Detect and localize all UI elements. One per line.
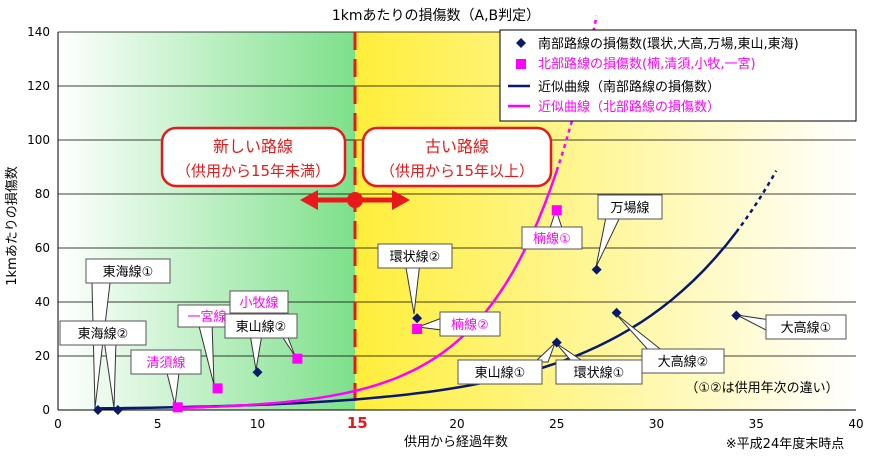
x-axis-ticks: 0 5 10 15 20 25 30 35 40 xyxy=(54,414,863,432)
trend-curve-south-extension xyxy=(735,170,778,233)
label-kusunoki2: 楠線② xyxy=(451,317,489,333)
north-data-point xyxy=(172,402,183,413)
threshold-arrow xyxy=(300,190,410,210)
y-tick-label: 0 xyxy=(42,403,50,417)
y-tick-label: 20 xyxy=(35,349,50,363)
x-tick-label: 5 xyxy=(154,417,162,431)
x-tick-label: 35 xyxy=(749,417,764,431)
label-odaka2: 大高線② xyxy=(658,354,709,370)
legend-north-marker xyxy=(516,59,526,69)
data-markers xyxy=(92,205,742,415)
label-kanjo2: 環状線② xyxy=(390,249,441,265)
label-higashiyama1: 東山線① xyxy=(475,365,526,381)
x-tick-label: 25 xyxy=(549,417,564,431)
legend-south-curve: 近似曲線（南部路線の損傷数） xyxy=(538,79,720,95)
south-data-point xyxy=(551,337,562,348)
y-axis-ticks: 0 20 40 60 80 100 120 140 xyxy=(27,25,50,417)
y-tick-label: 40 xyxy=(35,295,50,309)
label-kiyosu: 清須線 xyxy=(146,355,185,371)
legend: 南部路線の損傷数(環状,大高,万場,東山,東海) 北部路線の損傷数(楠,清須,小… xyxy=(499,29,857,122)
footnote: ※平成24年度末時点 xyxy=(726,436,844,452)
south-data-point xyxy=(252,367,263,378)
y-tick-label: 140 xyxy=(27,25,50,39)
x-axis-label: 供用から経過年数 xyxy=(404,435,508,450)
label-manba: 万場線 xyxy=(610,200,649,216)
legend-south-marker xyxy=(516,38,526,48)
label-odaka1: 大高線① xyxy=(781,320,832,336)
callout-old-lines: 古い路線 （供用から15年以上） xyxy=(361,126,553,188)
trend-curve-north xyxy=(177,170,558,410)
y-tick-label: 60 xyxy=(35,241,50,255)
south-data-point xyxy=(591,264,602,275)
x-tick-label: 10 xyxy=(250,417,265,431)
y-tick-label: 120 xyxy=(27,79,50,93)
label-tokai2: 東海線② xyxy=(78,326,129,342)
label-kanjo1: 環状線① xyxy=(574,365,625,381)
north-data-point xyxy=(212,383,223,394)
south-data-point xyxy=(112,405,123,415)
north-data-point xyxy=(551,205,562,216)
north-data-point xyxy=(292,353,303,364)
label-kusunoki1: 楠線① xyxy=(533,231,571,247)
x-tick-label: 40 xyxy=(848,417,863,431)
threshold-marker xyxy=(347,192,363,208)
label-higashiyama2: 東山線② xyxy=(236,319,287,335)
label-ichinomiya: 一宮線 xyxy=(187,309,226,325)
y-tick-label: 80 xyxy=(35,187,50,201)
x-tick-label: 15 xyxy=(347,414,368,432)
callout-old-line2: （供用から15年以上） xyxy=(380,162,534,180)
x-tick-label: 20 xyxy=(449,417,464,431)
y-axis-label: 1kmあたりの損傷数 xyxy=(5,166,20,285)
callout-new-line2: （供用から15年未満） xyxy=(176,162,330,180)
callout-new-lines: 新しい路線 （供用から15年未満） xyxy=(160,126,347,188)
south-data-point xyxy=(731,310,742,321)
legend-north-points: 北部路線の損傷数(楠,清須,小牧,一宮) xyxy=(538,56,756,72)
note-annotation: （①②は供用年次の違い） xyxy=(685,380,838,396)
x-tick-label: 30 xyxy=(649,417,664,431)
north-data-point xyxy=(412,324,423,334)
legend-north-curve: 近似曲線（北部路線の損傷数） xyxy=(538,99,720,115)
legend-south-points: 南部路線の損傷数(環状,大高,万場,東山,東海) xyxy=(538,36,799,52)
x-tick-label: 0 xyxy=(54,417,62,431)
label-tokai1: 東海線① xyxy=(103,264,154,280)
south-data-point xyxy=(611,307,622,318)
callout-old-line1: 古い路線 xyxy=(425,137,489,156)
chart-title: 1kmあたりの損傷数（A,B判定） xyxy=(332,8,540,24)
y-tick-label: 100 xyxy=(27,133,50,147)
south-data-point xyxy=(412,313,423,324)
callout-new-line1: 新しい路線 xyxy=(213,137,293,156)
point-labels: 東海線① 東海線② 清須線 一宮線 小牧線 東山線② 環状線② 楠線② 楠線① … xyxy=(59,194,847,385)
south-data-point xyxy=(92,405,103,415)
label-komaki: 小牧線 xyxy=(239,295,278,311)
